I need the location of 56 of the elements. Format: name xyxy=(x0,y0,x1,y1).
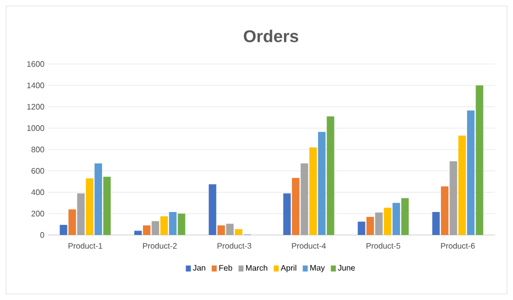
bar xyxy=(309,147,317,235)
x-tick-label: Product-2 xyxy=(143,242,177,249)
bar xyxy=(178,214,186,235)
x-tick-label: Product-6 xyxy=(441,242,475,249)
bar xyxy=(234,229,242,235)
legend-label: May xyxy=(310,264,325,272)
y-tick-label: 0 xyxy=(40,232,44,238)
bar xyxy=(226,224,234,235)
bar xyxy=(358,222,366,235)
bar xyxy=(392,202,400,235)
bar xyxy=(77,193,85,235)
bar xyxy=(152,221,160,235)
chart-title: Orders xyxy=(244,30,298,42)
bar xyxy=(292,178,300,235)
bar xyxy=(366,216,374,235)
bar xyxy=(384,208,392,235)
bar xyxy=(300,163,308,235)
bar xyxy=(94,163,102,235)
bar xyxy=(326,116,334,235)
legend-label: March xyxy=(246,264,268,271)
bar xyxy=(60,224,68,235)
y-tick-label: 400 xyxy=(31,189,44,196)
legend-label: April xyxy=(280,264,296,272)
y-tick-label: 1600 xyxy=(27,61,44,67)
x-tick-label: Product-4 xyxy=(292,242,326,249)
bar xyxy=(450,161,458,235)
legend-label: June xyxy=(338,264,355,271)
bar xyxy=(134,230,142,235)
bar xyxy=(476,85,484,235)
y-tick-label: 1400 xyxy=(27,82,44,88)
x-tick-label: Product-3 xyxy=(218,242,252,249)
bar xyxy=(375,212,383,235)
y-tick-label: 600 xyxy=(32,168,44,174)
x-tick-label: Product-5 xyxy=(366,242,400,249)
bar xyxy=(142,225,150,235)
y-tick-label: 800 xyxy=(31,146,44,152)
bar xyxy=(318,132,326,235)
bar xyxy=(86,178,94,235)
y-tick-label: 1000 xyxy=(27,125,44,131)
legend-label: Feb xyxy=(219,264,232,271)
bar xyxy=(467,110,475,235)
y-tick-label: 200 xyxy=(32,210,44,216)
bar xyxy=(283,193,291,235)
bar xyxy=(432,212,440,235)
bar xyxy=(169,212,177,235)
bar xyxy=(68,209,76,235)
bar xyxy=(458,136,466,235)
bar xyxy=(401,198,409,235)
bar xyxy=(160,216,168,235)
bar xyxy=(440,186,448,235)
bar xyxy=(103,176,111,235)
bar xyxy=(217,225,225,235)
legend-label: Jan xyxy=(192,264,206,271)
y-tick-label: 1200 xyxy=(27,104,44,110)
bar xyxy=(208,184,216,235)
x-tick-label: Product-1 xyxy=(68,242,102,249)
